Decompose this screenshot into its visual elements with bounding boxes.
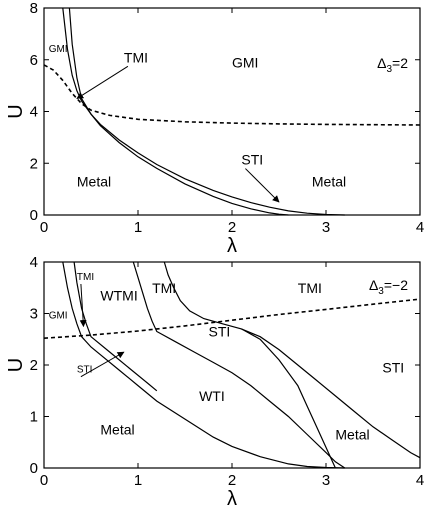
panel2-x-tick-label: 3 — [322, 472, 330, 489]
panel1-region-label-metal: Metal — [312, 174, 346, 190]
panel1-y-axis-label: U — [5, 104, 27, 118]
panel1-x-tick-label: 4 — [416, 219, 424, 236]
panel1-y-tick-label: 6 — [30, 52, 38, 69]
panel2-y-axis-label: U — [5, 358, 27, 372]
panel2-region-label-sti: STI — [77, 365, 93, 376]
panel1-region-label-sti: STI — [241, 152, 263, 168]
panel2-region-label-metal: Metal — [100, 422, 134, 438]
panel2-region-label-metal: Metal — [335, 427, 369, 443]
panel1-x-axis-label: λ — [227, 235, 237, 257]
panel1-series-1-phase-boundary — [62, 7, 345, 216]
panel1-delta-annotation: Δ3=2 — [377, 55, 408, 75]
panel2-y-tick-label: 4 — [30, 254, 38, 271]
panel1-region-label-metal: Metal — [77, 174, 111, 190]
panel1-annotation-arrow — [76, 65, 129, 99]
panel1-region-label-gmi: GMI — [49, 44, 68, 55]
panel1-annotation-arrow — [245, 168, 280, 203]
panel1-x-tick-label: 2 — [228, 219, 236, 236]
panel2-x-tick-label: 1 — [134, 472, 142, 489]
panel2-x-axis-label: λ — [227, 488, 237, 510]
panel2-x-tick-label: 0 — [40, 472, 48, 489]
panel1-series-2-phase-boundary — [68, 7, 289, 216]
panel2-region-label-tmi: TMI — [77, 272, 94, 283]
panel2-delta-annotation: Δ3=−2 — [369, 277, 408, 297]
panel2-region-label-sti: STI — [209, 324, 231, 340]
panel2-region-label-sti: STI — [382, 360, 404, 376]
panel2-series-1-phase-boundary — [62, 261, 345, 469]
panel2-region-label-wtmi: WTMI — [100, 288, 137, 304]
panel1-y-tick-label: 4 — [30, 104, 38, 121]
panel1-series-3-dashed-line — [43, 64, 421, 126]
panel1-region-label-gmi: GMI — [232, 55, 258, 71]
panel2-y-tick-label: 0 — [30, 460, 38, 477]
panel1-y-tick-label: 8 — [30, 0, 38, 17]
panel2-region-label-tmi: TMI — [152, 280, 176, 296]
panel1-x-tick-label: 1 — [134, 219, 142, 236]
panel2-series-5-phase-boundary — [241, 328, 421, 459]
panel2-x-tick-label: 2 — [228, 472, 236, 489]
panel1-region-label-tmi: TMI — [124, 49, 148, 65]
panel2-y-tick-label: 1 — [30, 409, 38, 426]
panel2-annotation-arrow — [79, 283, 87, 328]
panel2-y-tick-label: 2 — [30, 357, 38, 374]
panel2-series-2-phase-boundary — [73, 261, 158, 392]
panel2-region-label-wti: WTI — [199, 388, 225, 404]
panel1-x-tick-label: 0 — [40, 219, 48, 236]
panel1-x-tick-label: 3 — [322, 219, 330, 236]
panel2-y-tick-label: 3 — [30, 306, 38, 323]
panel2-series-3-phase-boundary — [132, 261, 346, 469]
panel2-region-label-tmi: TMI — [298, 280, 322, 296]
panel1-y-tick-label: 2 — [30, 155, 38, 172]
panel2-annotation-arrow — [80, 351, 125, 378]
panel2-series-6-dashed-line — [43, 298, 421, 339]
panel2-x-tick-label: 4 — [416, 472, 424, 489]
panel2-region-label-gmi: GMI — [49, 311, 68, 322]
panel1-y-tick-label: 0 — [30, 207, 38, 224]
